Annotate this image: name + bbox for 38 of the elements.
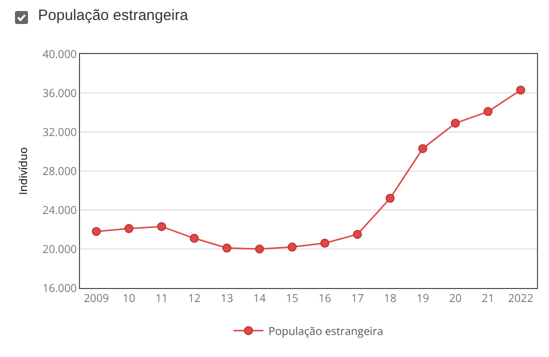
x-tick-label: 11 <box>155 291 168 306</box>
x-tick-label: 19 <box>416 291 430 306</box>
point <box>386 194 395 203</box>
x-tick-label: 14 <box>253 291 267 306</box>
point <box>320 238 330 248</box>
y-tick-label: 32.000 <box>42 124 77 140</box>
text: População estrangeira <box>38 7 188 24</box>
y-tick-label: 24.000 <box>42 202 77 218</box>
y-tick-label: 16.000 <box>42 280 77 296</box>
point <box>157 222 166 232</box>
y-tick-label: 28.000 <box>42 164 77 179</box>
x-tick-label: 13 <box>220 291 234 306</box>
point <box>288 242 297 252</box>
point <box>484 107 493 116</box>
y-tick-label: 40.000 <box>42 46 77 62</box>
x-tick-label: 2022 <box>508 291 534 306</box>
point <box>352 230 362 239</box>
y-tick-label: 20.000 <box>42 242 77 257</box>
x-tick-label: 10 <box>122 291 136 306</box>
x-tick-label: 12 <box>188 291 201 306</box>
x-tick-label: 20 <box>449 291 462 306</box>
point <box>516 86 526 95</box>
y-axis-title: Indivíduo <box>16 146 32 195</box>
x-tick-label: 18 <box>384 291 396 306</box>
point <box>92 226 101 236</box>
x-tick-label: 17 <box>351 291 364 306</box>
point <box>124 224 134 234</box>
point <box>450 118 460 128</box>
point <box>222 244 232 253</box>
x-tick-label: 15 <box>286 291 298 306</box>
x-tick-label: 21 <box>482 291 494 306</box>
point <box>190 234 199 243</box>
y-tick-label: 36.000 <box>42 86 77 101</box>
point <box>255 244 264 254</box>
legend-label: População estrangeira <box>268 324 384 339</box>
x-tick-label: 2009 <box>84 291 109 306</box>
point <box>418 144 428 154</box>
x-tick-label: 16 <box>318 291 332 306</box>
